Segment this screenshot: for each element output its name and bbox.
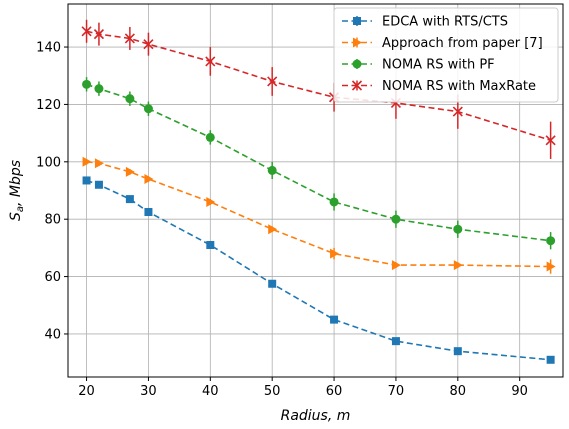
data-point xyxy=(330,248,340,259)
data-point xyxy=(545,135,556,146)
y-tick-label: 40 xyxy=(44,327,61,342)
data-point xyxy=(125,195,134,204)
data-point xyxy=(267,165,277,175)
legend-box xyxy=(333,7,559,103)
data-point xyxy=(143,104,153,114)
series-3 xyxy=(82,77,556,250)
plot-frame xyxy=(67,3,564,378)
data-point xyxy=(206,196,216,207)
data-point xyxy=(205,132,215,142)
data-point xyxy=(330,315,339,324)
series-layer xyxy=(81,19,556,364)
y-tick-label: 140 xyxy=(36,41,61,56)
legend-label: NOMA RS with MaxRate xyxy=(382,79,536,94)
x-tick-label: 20 xyxy=(78,384,95,399)
y-tick-label: 60 xyxy=(44,270,61,285)
legend-items: EDCA with RTS/CTS Approach from paper [7]… xyxy=(342,15,543,94)
legend-label: EDCA with RTS/CTS xyxy=(382,15,508,30)
data-point xyxy=(352,59,362,69)
x-tick-label: 60 xyxy=(326,384,343,399)
legend-item: Approach from paper [7] xyxy=(342,36,543,51)
data-point xyxy=(82,176,91,185)
data-point xyxy=(81,26,92,37)
data-point xyxy=(351,80,363,91)
data-point xyxy=(94,158,104,169)
legend-item: NOMA RS with PF xyxy=(342,58,495,73)
data-point xyxy=(94,84,104,94)
legend-label: Approach from paper [7] xyxy=(382,36,543,51)
y-axis-label-sub: a xyxy=(15,206,26,212)
data-point xyxy=(205,56,216,67)
data-point xyxy=(391,337,400,346)
x-axis-label: Radius, m xyxy=(281,408,351,424)
data-point xyxy=(143,39,154,50)
y-axis-label-rest: , Mbps xyxy=(8,160,24,206)
data-point xyxy=(82,156,92,167)
data-point xyxy=(125,94,135,104)
data-point xyxy=(546,355,555,364)
x-tick-label: 80 xyxy=(450,384,467,399)
data-point xyxy=(125,166,135,177)
data-point xyxy=(329,197,339,207)
data-point xyxy=(144,174,154,185)
data-point xyxy=(391,260,401,271)
series-line xyxy=(86,161,551,268)
y-tick-label: 80 xyxy=(44,213,61,228)
data-point xyxy=(268,279,277,288)
data-point xyxy=(546,236,556,246)
data-point xyxy=(353,37,362,48)
data-point xyxy=(453,260,463,271)
y-axis-label-main: S xyxy=(8,212,24,221)
legend: EDCA with RTS/CTS Approach from paper [7]… xyxy=(333,7,559,103)
y-ticks: 40 60 80 100 120 140 xyxy=(36,41,68,342)
x-tick-label: 50 xyxy=(264,384,281,399)
data-point xyxy=(144,208,153,217)
series-line xyxy=(86,83,551,242)
y-tick-label: 120 xyxy=(36,98,61,113)
data-point xyxy=(267,76,278,87)
legend-label: NOMA RS with PF xyxy=(382,58,495,73)
series-2 xyxy=(82,156,556,274)
data-point xyxy=(268,224,278,235)
y-tick-label: 100 xyxy=(36,155,61,170)
x-tick-label: 90 xyxy=(511,384,528,399)
data-point xyxy=(453,347,462,356)
legend-item: NOMA RS with MaxRate xyxy=(342,79,536,94)
data-point xyxy=(353,17,361,25)
series-1 xyxy=(82,176,555,364)
series-line xyxy=(86,179,551,361)
y-axis-label: Sa, Mbps xyxy=(8,160,26,221)
data-point xyxy=(546,261,556,272)
x-tick-label: 30 xyxy=(140,384,157,399)
data-point xyxy=(94,180,103,189)
data-point xyxy=(206,241,215,250)
legend-item: EDCA with RTS/CTS xyxy=(342,15,508,30)
x-tick-label: 70 xyxy=(388,384,405,399)
data-point xyxy=(391,214,401,224)
data-point xyxy=(452,106,463,117)
data-point xyxy=(124,33,135,44)
x-tick-label: 40 xyxy=(202,384,219,399)
data-point xyxy=(93,29,105,40)
x-ticks: 20 30 40 50 60 70 80 90 xyxy=(78,377,528,399)
data-point xyxy=(453,224,463,234)
data-point xyxy=(82,79,92,89)
